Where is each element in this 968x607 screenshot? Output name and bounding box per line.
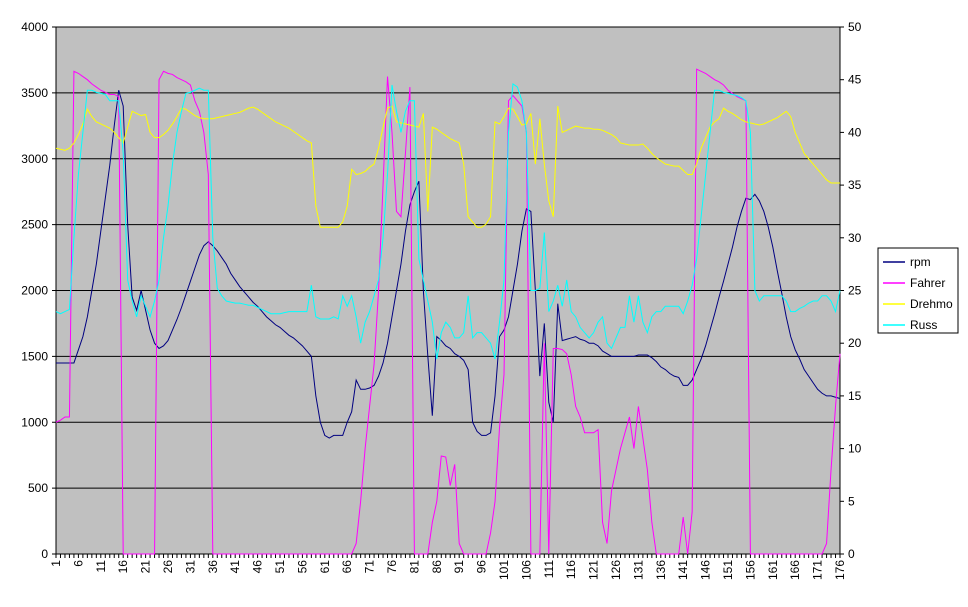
- x-tick-label: 131: [631, 560, 645, 580]
- x-tick-label: 76: [385, 560, 399, 574]
- x-tick-label: 151: [721, 560, 735, 580]
- legend-label: Fahrer: [910, 276, 945, 290]
- x-tick-label: 91: [452, 560, 466, 574]
- x-tick-label: 51: [273, 560, 287, 574]
- x-tick-label: 161: [766, 560, 780, 580]
- y2-tick-label: 15: [848, 389, 862, 403]
- y-tick-label: 3500: [21, 86, 48, 100]
- x-tick-label: 116: [564, 560, 578, 579]
- series-line: [55, 68, 841, 555]
- y2-tick-label: 5: [848, 494, 855, 508]
- x-tick-label: 26: [161, 560, 175, 574]
- x-tick-label: 106: [519, 560, 533, 580]
- y-tick-label: 500: [28, 481, 48, 495]
- y2-tick-label: 20: [848, 336, 862, 350]
- x-tick-label: 171: [811, 560, 825, 580]
- y-tick-label: 4000: [21, 20, 48, 34]
- y-tick-label: 1000: [21, 415, 48, 429]
- x-tick-label: 111: [542, 560, 556, 579]
- y2-tick-label: 40: [848, 125, 862, 139]
- x-tick-label: 66: [340, 560, 354, 574]
- legend-label: rpm: [910, 255, 931, 269]
- y2-tick-label: 50: [848, 20, 862, 34]
- x-tick-label: 176: [833, 560, 847, 580]
- x-tick-label: 11: [94, 560, 108, 573]
- y-tick-label: 2000: [21, 284, 48, 298]
- y-tick-label: 2500: [21, 218, 48, 232]
- x-tick-label: 96: [475, 560, 489, 574]
- y2-tick-label: 30: [848, 231, 862, 245]
- legend-label: Russ: [910, 318, 937, 332]
- x-tick-label: 41: [228, 560, 242, 574]
- y2-tick-label: 35: [848, 178, 862, 192]
- x-tick-label: 16: [116, 560, 130, 574]
- x-tick-label: 61: [318, 560, 332, 574]
- x-tick-label: 166: [788, 560, 802, 580]
- series-line: [55, 83, 841, 360]
- x-tick-label: 6: [71, 560, 85, 567]
- series-line: [56, 90, 841, 439]
- y2-tick-label: 10: [848, 442, 862, 456]
- y-tick-label: 1500: [21, 349, 48, 363]
- x-tick-label: 36: [206, 560, 220, 574]
- legend-label: Drehmo: [910, 297, 953, 311]
- x-tick-label: 86: [430, 560, 444, 574]
- x-tick-label: 121: [587, 560, 601, 580]
- y2-tick-label: 0: [848, 547, 855, 561]
- x-tick-label: 21: [139, 560, 153, 574]
- y2-tick-label: 45: [848, 73, 862, 87]
- x-tick-label: 136: [654, 560, 668, 580]
- x-tick-label: 71: [363, 560, 377, 574]
- x-tick-label: 56: [295, 560, 309, 574]
- x-tick-label: 146: [699, 560, 713, 580]
- x-tick-label: 31: [183, 560, 197, 574]
- x-tick-label: 81: [407, 560, 421, 574]
- x-tick-label: 1: [49, 560, 63, 567]
- x-tick-label: 126: [609, 560, 623, 580]
- x-tick-label: 101: [497, 560, 511, 580]
- x-tick-label: 141: [676, 560, 690, 580]
- series-line: [55, 105, 840, 228]
- x-tick-label: 156: [743, 560, 757, 580]
- y2-tick-label: 25: [848, 284, 862, 298]
- y-tick-label: 0: [41, 547, 48, 561]
- y-tick-label: 3000: [21, 152, 48, 166]
- x-tick-label: 46: [251, 560, 265, 574]
